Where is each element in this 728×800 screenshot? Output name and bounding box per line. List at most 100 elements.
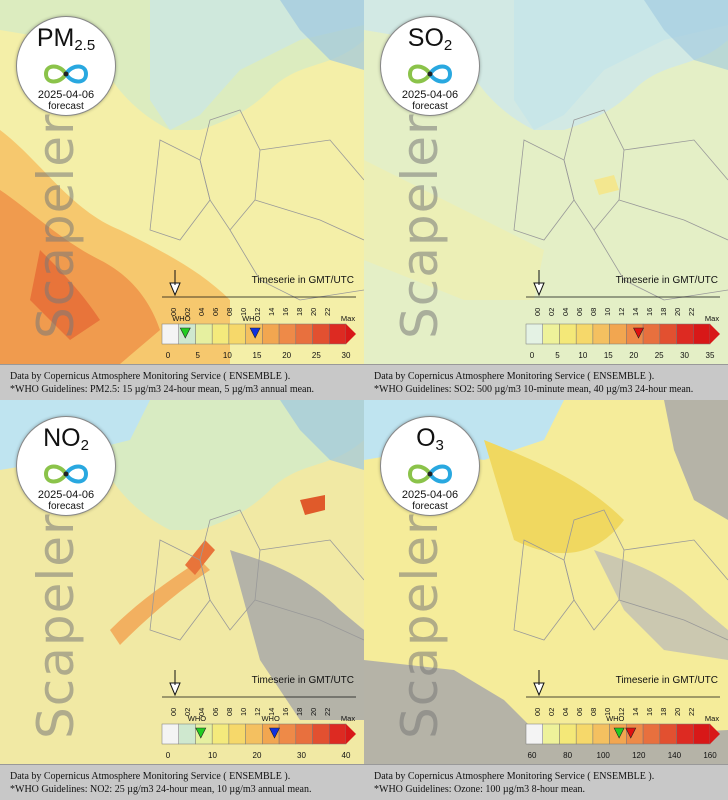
pollutant-name: PM2.5 [17,25,115,59]
hour-label: 22 [323,308,332,316]
scale-swatch [211,723,230,745]
infinity-logo-icon [407,64,453,84]
hour-label: 14 [631,708,640,716]
scale-swatch [312,323,330,345]
hour-label: 12 [617,308,626,316]
brand-watermark: Scapeler [27,513,85,739]
scale-tick-label: 30 [680,351,689,360]
forecast-label: forecast [412,501,448,512]
data-source-footer: Data by Copernicus Atmosphere Monitoring… [0,364,364,400]
scale-swatch [228,323,246,345]
hour-label: 06 [211,708,220,716]
scale-swatch [659,323,677,345]
scale-swatch [609,323,627,345]
scale-o3: 00 02 04 06 08 10 12 14 16 18 20 22 WHO Max 60 80 100 120… [364,400,728,764]
scale-tick-label: 10 [223,351,232,360]
hour-label: 14 [631,308,640,316]
scale-swatch [592,323,610,345]
timeserie-note: Timeserie in GMT/UTC [615,275,718,286]
data-source-footer: Data by Copernicus Atmosphere Monitoring… [0,764,364,800]
scale-swatch [525,723,543,745]
hour-label: 16 [281,308,290,316]
hour-label: 02 [183,308,192,316]
scale-swatch [161,723,179,745]
who-label: WHO [242,314,260,323]
hour-label: 08 [225,708,234,716]
scale-tick-label: 15 [253,351,262,360]
pollutant-badge: PM2.5 2025-04-06 forecast [16,16,116,116]
brand-watermark: Scapeler [27,113,85,339]
who-guideline-text: *WHO Guidelines: NO2: 25 µg/m3 24-hour m… [10,784,312,795]
hour-label: 02 [547,308,556,316]
who-marker-icon [633,327,645,339]
pollutant-name-sub: 2 [80,437,89,454]
pollutant-name: NO2 [17,425,115,459]
who-marker-icon [249,327,261,339]
hour-label: 04 [197,708,206,716]
legend-scale: 00 02 04 06 08 10 12 14 16 18 20 22 WHO WHO Max 0 5 10 15 2… [161,270,356,360]
scale-tick-label: 0 [530,351,535,360]
scale-swatch [676,323,694,345]
hour-label: 00 [533,708,542,716]
pollutant-name-sub: 2 [443,37,453,54]
scale-swatch [178,723,196,745]
scale-tick-label: 60 [528,751,537,760]
scale-max-arrow-icon [710,724,720,744]
hour-label: 12 [617,708,626,716]
who-marker-icon [179,327,191,339]
current-hour-arrow-icon [533,270,545,297]
scale-tick-label: 25 [312,351,321,360]
scale-max-arrow-icon [346,324,356,344]
scale-max-arrow-icon [710,324,720,344]
scale-tick-label: 35 [706,351,715,360]
hour-label: 20 [673,708,682,716]
hour-label: 18 [659,308,668,316]
forecast-date: 2025-04-06 [401,89,459,101]
pollutant-name-main: NO [43,424,81,452]
scale-swatch [312,723,330,745]
hour-label: 20 [309,308,318,316]
panel-so2: 00 02 04 06 08 10 12 14 16 18 20 22 Max 0 5 10 15 20 25 30 3… [364,0,728,400]
source-credit: Data by Copernicus Atmosphere Monitoring… [10,771,291,782]
scale-max-label: Max [705,314,719,323]
who-label: WHO [172,314,190,323]
infinity-logo-icon [43,464,89,484]
forecast-date: 2025-04-06 [37,89,95,101]
scale-swatch [329,323,347,345]
hour-label: 06 [575,308,584,316]
scale-tick-label: 10 [208,751,217,760]
pollutant-name-main: PM [36,24,75,52]
panel-o3: 00 02 04 06 08 10 12 14 16 18 20 22 WHO Max 60 80 100 120… [364,400,728,800]
scale-swatch [693,323,711,345]
hour-label: 10 [239,308,248,316]
source-credit: Data by Copernicus Atmosphere Monitoring… [374,771,655,782]
pollutant-badge: NO2 2025-04-06 forecast [16,416,116,516]
hour-label: 12 [253,708,262,716]
scale-tick-label: 25 [655,351,664,360]
scale-tick-label: 20 [282,351,291,360]
scale-max-label: Max [341,714,355,723]
scale-tick-label: 80 [563,751,572,760]
scale-tick-label: 40 [342,751,351,760]
hour-label: 04 [561,708,570,716]
scale-max-label: Max [341,314,355,323]
map-no2 [0,400,364,764]
scale-swatch [195,723,213,745]
scale-swatch [559,323,577,345]
legend-scale: 00 02 04 06 08 10 12 14 16 18 20 22 Max 0 5 10 15 20 25 30 3… [525,270,720,360]
scale-swatch [642,323,661,345]
source-credit: Data by Copernicus Atmosphere Monitoring… [10,371,291,382]
who-label: WHO [261,714,279,723]
scale-tick-label: 160 [703,751,717,760]
who-marker-icon [613,727,625,739]
scale-tick-label: 120 [632,751,646,760]
hour-label: 22 [687,708,696,716]
hour-label: 18 [659,708,668,716]
forecast-label: forecast [48,501,84,512]
hour-label: 00 [169,708,178,716]
timeserie-note: Timeserie in GMT/UTC [251,275,354,286]
forecast-label: forecast [412,101,448,112]
pollutant-name: SO2 [381,25,479,59]
scale-tick-label: 0 [166,351,171,360]
hour-label: 04 [197,308,206,316]
